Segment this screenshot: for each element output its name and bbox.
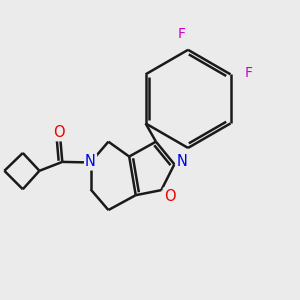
Text: F: F	[244, 66, 252, 80]
Text: O: O	[53, 125, 64, 140]
Text: O: O	[164, 189, 176, 204]
Text: N: N	[85, 154, 96, 169]
Text: F: F	[178, 27, 186, 41]
Text: N: N	[177, 154, 188, 169]
